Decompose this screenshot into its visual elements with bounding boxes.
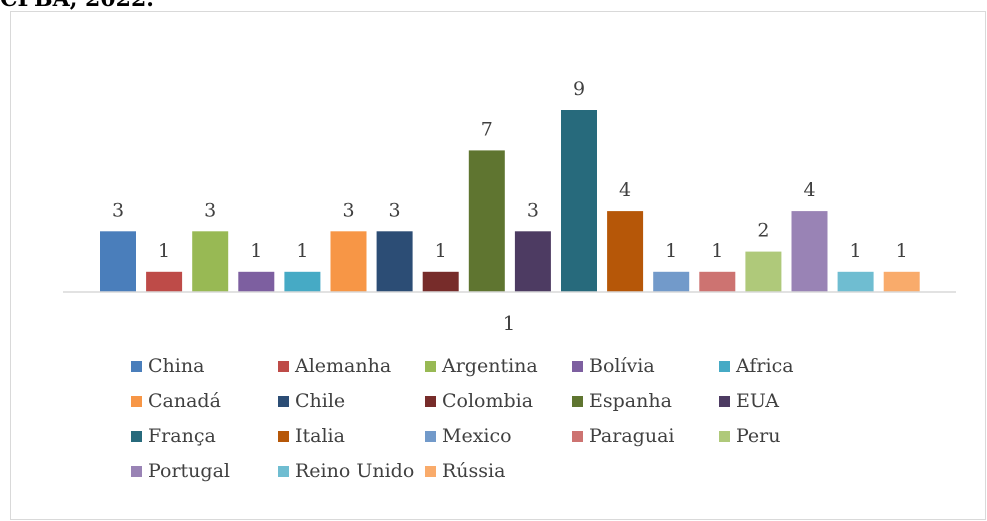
bar-canadá: [330, 231, 367, 292]
legend: China Alemanha Argentina Bolívia Africa Canad…: [131, 355, 961, 482]
legend-item: Alemanha: [278, 355, 425, 377]
legend-item: Bolívia: [572, 355, 719, 377]
legend-swatch: [278, 395, 289, 407]
legend-swatch: [278, 465, 289, 477]
bar-frança: [561, 110, 597, 292]
legend-swatch: [425, 395, 436, 407]
bar-chart: 3 1 3 1 1 3 3 1 7 3 9 4 1 1 2 4 1 1 1: [63, 78, 956, 335]
bar-chile: [376, 231, 413, 292]
header-text: CPBA, 2022.: [0, 0, 154, 12]
legend-swatch: [719, 430, 730, 442]
legend-label: Chile: [295, 390, 346, 412]
legend-label: Peru: [736, 425, 781, 447]
legend-label: Colombia: [442, 390, 534, 412]
legend-label: China: [148, 355, 205, 377]
bar-peru: [745, 251, 782, 292]
legend-item: China: [131, 355, 278, 377]
bar-paraguai: [699, 271, 736, 292]
legend-swatch: [719, 395, 730, 407]
legend-label: Africa: [736, 355, 794, 377]
legend-swatch: [425, 360, 436, 372]
data-label: 1: [665, 240, 677, 262]
legend-label: Bolívia: [589, 355, 655, 377]
bar-espanha: [468, 150, 505, 292]
legend-label: EUA: [736, 390, 780, 412]
data-label: 1: [158, 240, 170, 262]
data-label: 4: [803, 179, 815, 201]
bar-eua: [514, 231, 551, 292]
legend-item: França: [131, 425, 278, 447]
legend-swatch: [425, 465, 436, 477]
legend-item: Paraguai: [572, 425, 719, 447]
bar-china: [100, 231, 136, 292]
category-label: 1: [503, 311, 516, 335]
legend-item: Africa: [719, 355, 866, 377]
legend-label: Italia: [295, 425, 345, 447]
legend-label: Rússia: [442, 460, 506, 482]
legend-swatch: [572, 430, 583, 442]
legend-swatch: [572, 360, 583, 372]
data-label: 3: [389, 199, 401, 221]
bar-africa: [284, 271, 321, 292]
data-label: 3: [112, 199, 124, 221]
bar-mexico: [653, 271, 690, 292]
legend-swatch: [425, 430, 436, 442]
legend-swatch: [131, 430, 142, 442]
legend-label: Canadá: [148, 390, 221, 412]
legend-label: Reino Unido: [295, 460, 415, 482]
bar-alemanha: [146, 271, 183, 292]
data-label: 3: [342, 199, 354, 221]
legend-swatch: [131, 395, 142, 407]
legend-item: Mexico: [425, 425, 572, 447]
legend-swatch: [131, 465, 142, 477]
bar-rússia: [883, 271, 920, 292]
legend-item: Portugal: [131, 460, 278, 482]
legend-swatch: [278, 430, 289, 442]
data-label: 1: [850, 240, 862, 262]
data-label: 1: [711, 240, 723, 262]
legend-item: Argentina: [425, 355, 572, 377]
bar-portugal: [791, 211, 828, 292]
data-label: 3: [527, 199, 539, 221]
legend-item: Colombia: [425, 390, 572, 412]
bar-bolívia: [238, 271, 275, 292]
legend-label: Alemanha: [295, 355, 392, 377]
bar-argentina: [192, 231, 229, 292]
legend-item: Rússia: [425, 460, 572, 482]
bar-italia: [607, 211, 644, 292]
data-label: 1: [896, 240, 908, 262]
legend-label: Argentina: [442, 355, 538, 377]
data-label: 1: [435, 240, 447, 262]
legend-swatch: [719, 360, 730, 372]
data-label: 4: [619, 179, 631, 201]
data-label: 1: [296, 240, 308, 262]
bar-reino-unido: [837, 271, 874, 292]
data-label: 1: [250, 240, 262, 262]
legend-label: Espanha: [589, 390, 672, 412]
legend-label: França: [148, 425, 216, 447]
chart-frame: 3 1 3 1 1 3 3 1 7 3 9 4 1 1 2 4 1 1 1 China Alemanha Argent…: [10, 11, 986, 520]
legend-item: Italia: [278, 425, 425, 447]
legend-label: Paraguai: [589, 425, 675, 447]
legend-item: Espanha: [572, 390, 719, 412]
data-label: 3: [204, 199, 216, 221]
data-label: 2: [757, 220, 769, 242]
legend-swatch: [278, 360, 289, 372]
legend-label: Mexico: [442, 425, 512, 447]
data-label: 9: [573, 78, 585, 100]
legend-label: Portugal: [148, 460, 230, 482]
legend-item: Canadá: [131, 390, 278, 412]
legend-swatch: [131, 360, 142, 372]
bar-colombia: [422, 271, 459, 292]
legend-item: EUA: [719, 390, 866, 412]
legend-swatch: [572, 395, 583, 407]
legend-item: Reino Unido: [278, 460, 425, 482]
data-label: 7: [481, 118, 493, 140]
legend-item: Chile: [278, 390, 425, 412]
legend-item: Peru: [719, 425, 866, 447]
